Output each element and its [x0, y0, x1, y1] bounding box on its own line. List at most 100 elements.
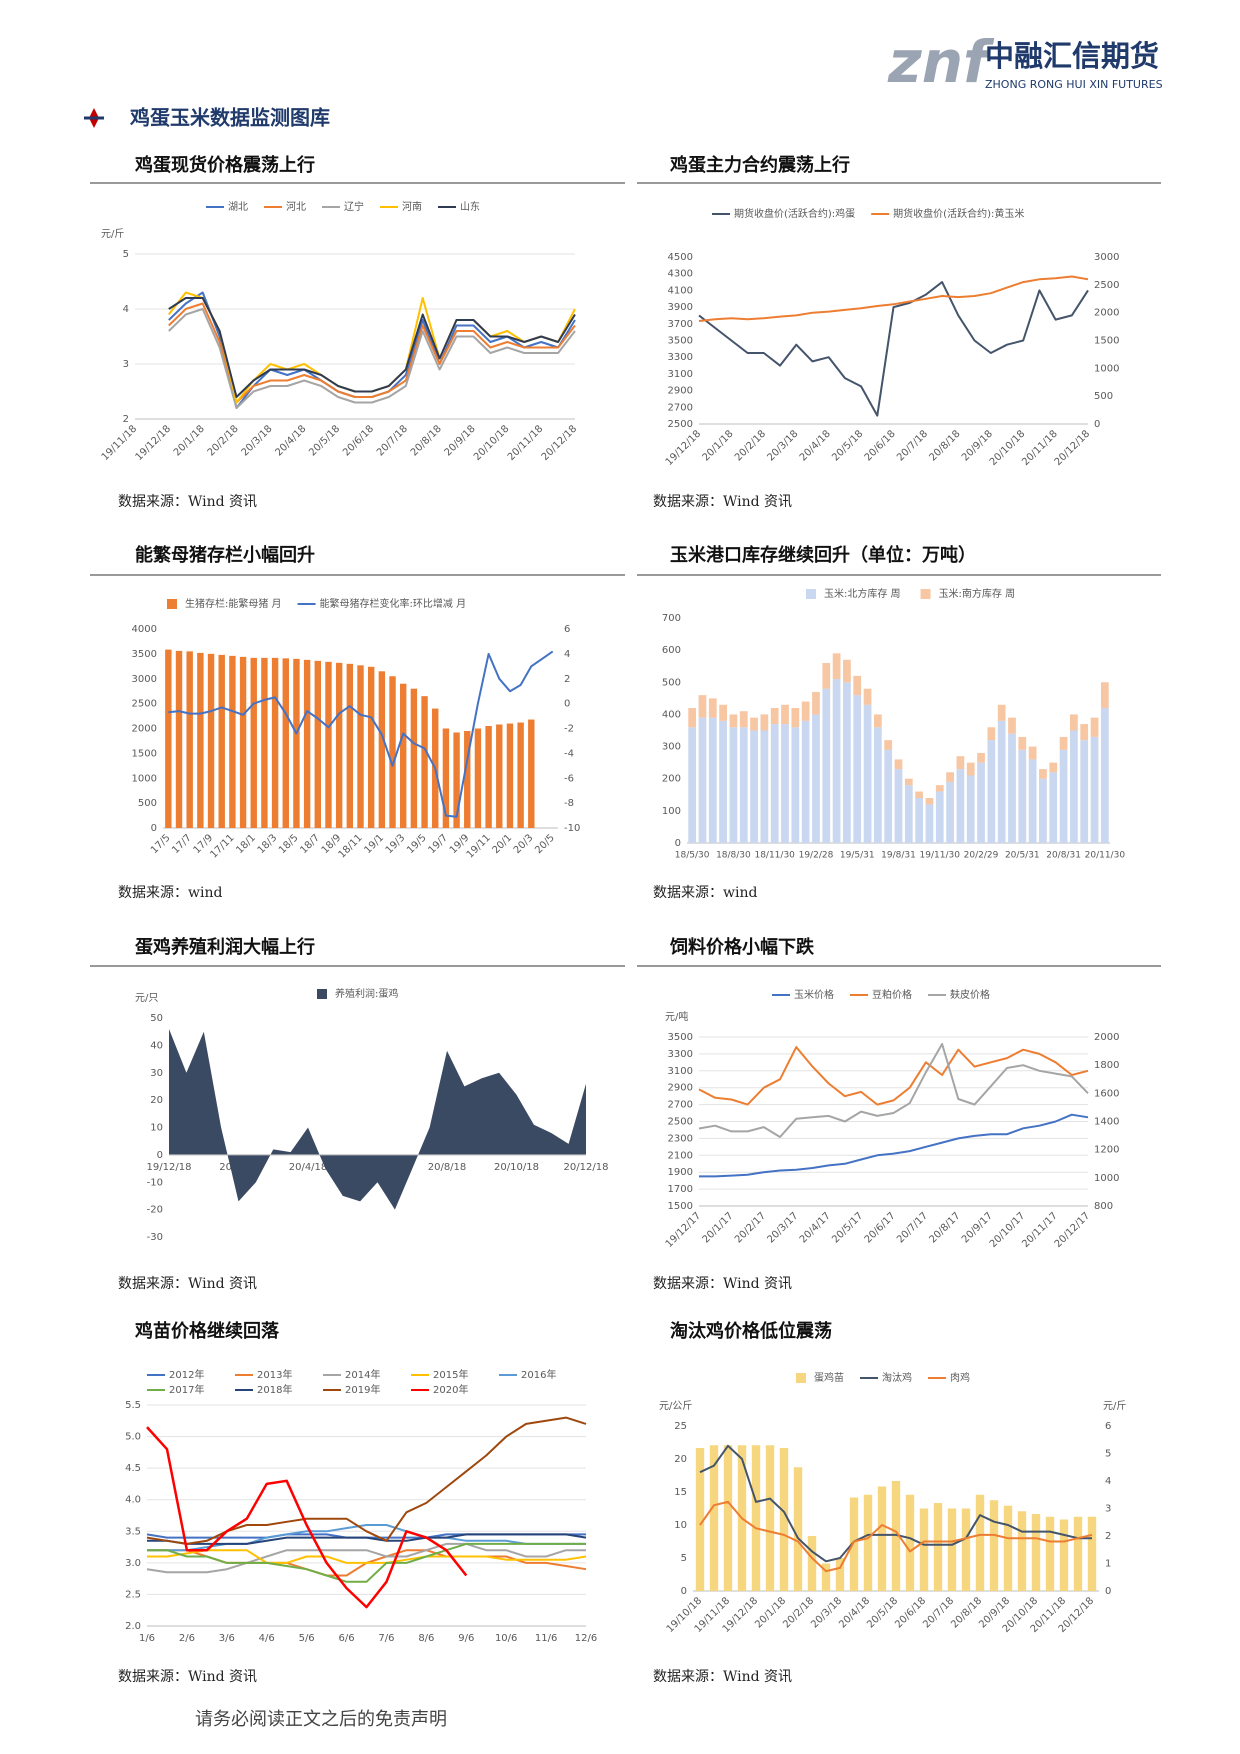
bar — [873, 714, 882, 728]
company-name-en: ZHONG RONG HUI XIN FUTURES — [985, 78, 1163, 91]
bar — [801, 701, 810, 721]
bar — [506, 723, 514, 828]
footer-note: 请务必阅读正文之后的免责声明 — [195, 1709, 447, 1730]
x-tick-label: 20/12/18 — [1053, 428, 1093, 468]
y2-tick-label: 0 — [564, 699, 570, 710]
y-tick-label: 20 — [150, 1095, 163, 1106]
bar — [739, 711, 748, 728]
y2-tick-label: 800 — [1094, 1201, 1113, 1212]
bar — [218, 654, 225, 828]
chart-title: 鸡蛋主力合约震荡上行 — [669, 154, 850, 176]
y-tick-label: 4.5 — [125, 1463, 141, 1474]
x-tick-label: 20/12/18 — [540, 423, 580, 463]
bar — [1073, 1516, 1083, 1591]
bar — [1008, 733, 1016, 843]
x-tick-label: 20/8/17 — [928, 1210, 963, 1245]
source-note: 数据来源：Wind 资讯 — [653, 1276, 792, 1292]
chart-title: 能繁母猪存栏小幅回升 — [135, 544, 315, 566]
y-tick-label: 2500 — [668, 419, 693, 430]
bar — [346, 663, 354, 828]
x-tick-label: 19/11/30 — [920, 851, 961, 861]
y-tick-label: 4.0 — [125, 1495, 141, 1506]
legend-label: 2018年 — [257, 1383, 292, 1396]
x-tick-label: 20/11/18 — [506, 423, 546, 463]
source-note: 数据来源：wind — [118, 885, 222, 901]
bar — [282, 658, 289, 828]
y2-tick-label: 1800 — [1094, 1060, 1119, 1071]
legend-swatch — [796, 1373, 806, 1383]
legend-label: 肉鸡 — [950, 1371, 970, 1384]
bar — [925, 804, 934, 843]
bar — [966, 775, 975, 843]
x-tick-label: 20/12/18 — [564, 1162, 609, 1173]
bar — [935, 785, 944, 792]
x-tick-label: 20/2/29 — [964, 851, 999, 861]
x-tick-label: 19/3 — [384, 832, 408, 856]
y2-tick-label: 6 — [1105, 1421, 1111, 1432]
bar — [1018, 736, 1027, 750]
bar — [966, 762, 975, 776]
x-tick-label: 19/11/18 — [100, 423, 140, 463]
bar — [956, 756, 965, 770]
legend-label: 生猪存栏:能繁母猪 月 — [185, 597, 282, 610]
chart-title: 蛋鸡养殖利润大幅上行 — [135, 936, 315, 958]
x-tick-label: 10/6 — [495, 1633, 517, 1644]
legend-label: 蛋鸡苗 — [814, 1371, 844, 1384]
bar — [485, 726, 492, 828]
bar — [925, 798, 934, 805]
bar — [781, 704, 789, 725]
bar — [750, 717, 758, 731]
y2-tick-label: 3000 — [1094, 252, 1119, 263]
bar — [1087, 1516, 1097, 1591]
y-tick-label: 4500 — [668, 252, 693, 263]
line — [146, 1542, 586, 1574]
y2-tick-label: 1 — [1105, 1559, 1111, 1570]
chart-title: 鸡蛋现货价格震荡上行 — [134, 154, 315, 176]
y2-tick-label: -2 — [564, 724, 574, 735]
y-tick-label: 700 — [662, 613, 681, 624]
bar — [453, 732, 460, 828]
x-tick-label: 20/3/17 — [765, 1210, 800, 1245]
line — [168, 302, 576, 404]
bar — [367, 666, 375, 828]
y-tick-label: 500 — [138, 798, 157, 809]
bar — [1017, 1511, 1027, 1591]
y-tick-label: 3300 — [668, 352, 693, 363]
y2-tick-label: 1200 — [1094, 1145, 1119, 1156]
bar — [975, 1494, 985, 1591]
y2-tick-label: 0 — [1094, 419, 1100, 430]
y2-tick-label: -4 — [564, 748, 574, 759]
y-tick-label: 5 — [123, 249, 129, 260]
x-tick-label: 18/11/30 — [754, 851, 795, 861]
bar — [1003, 1505, 1013, 1591]
y-tick-label: 300 — [662, 742, 681, 753]
y2-tick-label: 1000 — [1094, 363, 1119, 374]
y-tick-label: 5.5 — [125, 1400, 141, 1411]
bar — [1045, 1516, 1055, 1591]
x-tick-label: 20/10/18 — [472, 423, 512, 463]
legend-label: 玉米:南方库存 周 — [939, 587, 1016, 600]
bar — [987, 740, 996, 843]
y2-tick-label: 4 — [564, 649, 570, 660]
y-tick-label: 100 — [662, 806, 681, 817]
y-tick-label: 2900 — [668, 1083, 693, 1094]
bar — [1100, 682, 1109, 708]
legend-label: 河南 — [402, 200, 422, 213]
bar — [1059, 1519, 1069, 1591]
bar — [688, 727, 697, 843]
bar — [832, 653, 841, 680]
x-tick-label: 20/2/18 — [206, 423, 241, 458]
bar — [915, 798, 924, 843]
y2-tick-label: -6 — [564, 773, 574, 784]
x-tick-label: 20/4/17 — [798, 1210, 833, 1245]
bar — [801, 720, 810, 843]
y-unit: 元/斤 — [101, 228, 124, 240]
bar — [873, 727, 882, 843]
bar — [165, 649, 172, 828]
bar — [770, 724, 779, 843]
y2-tick-label: 2000 — [1094, 308, 1119, 319]
bar — [1059, 736, 1068, 750]
x-tick-label: 20/5/18 — [307, 423, 342, 458]
bar — [997, 720, 1006, 843]
y-tick-label: -10 — [147, 1177, 163, 1188]
